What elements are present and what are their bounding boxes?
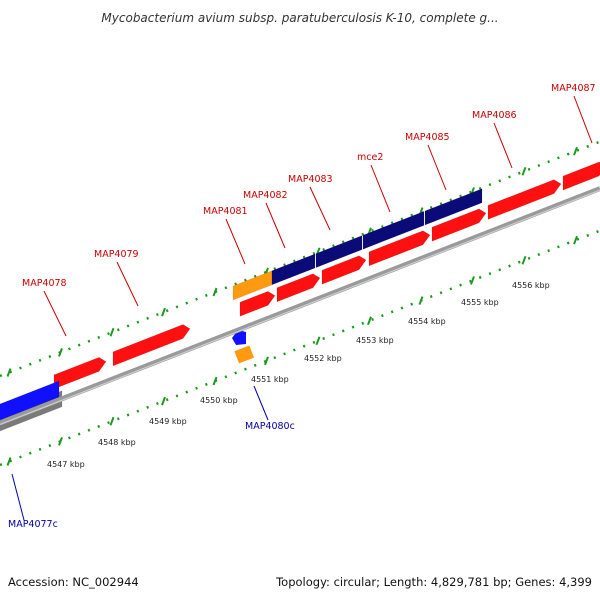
- gene-labels: MAP4077c MAP4078 MAP4079 MAP4080c MAP408…: [8, 83, 596, 530]
- outer-dot-row-tick: [109, 327, 115, 337]
- outer-dot-row-tick: [161, 307, 166, 317]
- gene-label-map4085: MAP4085: [405, 132, 450, 143]
- gene-label-map4082: MAP4082: [243, 190, 288, 201]
- gene-map4082: [239, 290, 276, 317]
- gene-map4080c-orange: [234, 345, 254, 364]
- tick-label-4548: 4548 kbp: [98, 438, 136, 447]
- leader-map4083: [309, 186, 331, 231]
- scale-labels: 4547 kbp 4548 kbp 4549 kbp 4550 kbp 4551…: [47, 281, 550, 469]
- leader-map4085: [427, 144, 447, 191]
- leader-mce2: [370, 164, 391, 213]
- tick-label-4551: 4551 kbp: [251, 375, 289, 384]
- inner-dot-row-tick: [109, 416, 115, 426]
- backbone-highlight: [0, 189, 600, 426]
- gene-label-map4081: MAP4081: [203, 206, 248, 217]
- gene-map4083: [276, 273, 321, 303]
- inner-dot-row-tick: [212, 376, 218, 386]
- outer-dot-row-tick: [6, 368, 12, 377]
- gene-map4080c-blue: [232, 330, 246, 345]
- gene-map4077c: [0, 380, 60, 421]
- leader-map4080c: [253, 385, 269, 421]
- gene-map4086: [487, 179, 562, 220]
- inner-dot-row-tick: [573, 235, 578, 245]
- tick-label-4554: 4554 kbp: [408, 317, 446, 326]
- inner-dot-row-tick: [418, 296, 424, 305]
- gene-label-mce2: mce2: [357, 152, 383, 163]
- tick-label-4547: 4547 kbp: [47, 460, 85, 469]
- gene-navy-2: [315, 235, 363, 269]
- inner-dot-row-tick: [367, 316, 372, 326]
- inner-dot-row-tick: [470, 276, 475, 285]
- leader-map4081: [225, 218, 246, 265]
- label-leader-lines: [11, 95, 593, 521]
- inner-dot-row-tick: [521, 255, 527, 265]
- gene-label-map4087: MAP4087: [551, 83, 596, 94]
- gene-label-map4079: MAP4079: [94, 249, 139, 260]
- tick-label-4555: 4555 kbp: [461, 298, 499, 307]
- gene-navy-1: [271, 253, 316, 286]
- gene-map4085: [431, 208, 487, 242]
- leader-map4077c: [11, 473, 25, 521]
- leader-map4078: [43, 290, 67, 337]
- gene-navy-3: [362, 210, 425, 250]
- outer-dot-row-tick: [521, 166, 527, 176]
- sequence-backbone: [0, 186, 600, 426]
- gene-label-map4083: MAP4083: [288, 174, 333, 185]
- dot-rows: [0, 140, 600, 467]
- tick-label-4552: 4552 kbp: [304, 354, 342, 363]
- leader-map4079: [116, 261, 139, 307]
- tick-label-4549: 4549 kbp: [149, 417, 187, 426]
- gene-mce2-a: [321, 255, 367, 285]
- leader-map4086: [493, 122, 513, 169]
- leader-map4087: [573, 95, 593, 144]
- inner-dot-row-tick: [264, 356, 269, 366]
- outer-dot-row-tick: [212, 287, 218, 297]
- gene-features: [0, 161, 600, 432]
- track-layer: [0, 95, 600, 521]
- outer-dot-row-tick: [573, 146, 578, 156]
- tick-label-4556: 4556 kbp: [512, 281, 550, 290]
- accession-text: Accession: NC_002944: [8, 575, 139, 589]
- inner-dot-row-dots: [0, 229, 600, 467]
- outer-dot-row-dots: [0, 140, 600, 378]
- gene-map4087: [562, 161, 600, 191]
- gene-map4079: [112, 324, 191, 367]
- inner-dot-row-tick: [161, 396, 166, 406]
- gene-label-map4080c: MAP4080c: [245, 421, 295, 432]
- leader-map4082: [265, 202, 286, 249]
- gene-navy-4: [424, 188, 483, 226]
- outer-dot-row-tick: [58, 348, 63, 357]
- tick-label-4550: 4550 kbp: [200, 396, 238, 405]
- map-title: Mycobacterium avium subsp. paratuberculo…: [101, 11, 498, 25]
- gene-label-map4086: MAP4086: [472, 110, 517, 121]
- topology-summary: Topology: circular; Length: 4,829,781 bp…: [275, 575, 592, 589]
- gene-label-map4077c: MAP4077c: [8, 519, 58, 530]
- inner-dot-row-tick: [58, 437, 63, 446]
- tick-label-4553: 4553 kbp: [356, 336, 394, 345]
- gene-map4078: [53, 356, 107, 390]
- inner-dot-row-tick: [6, 457, 12, 466]
- gene-mce2-b: [368, 230, 431, 267]
- backbone-line: [0, 186, 600, 426]
- inner-dot-row-tick: [315, 336, 321, 346]
- gene-label-map4078: MAP4078: [22, 278, 67, 289]
